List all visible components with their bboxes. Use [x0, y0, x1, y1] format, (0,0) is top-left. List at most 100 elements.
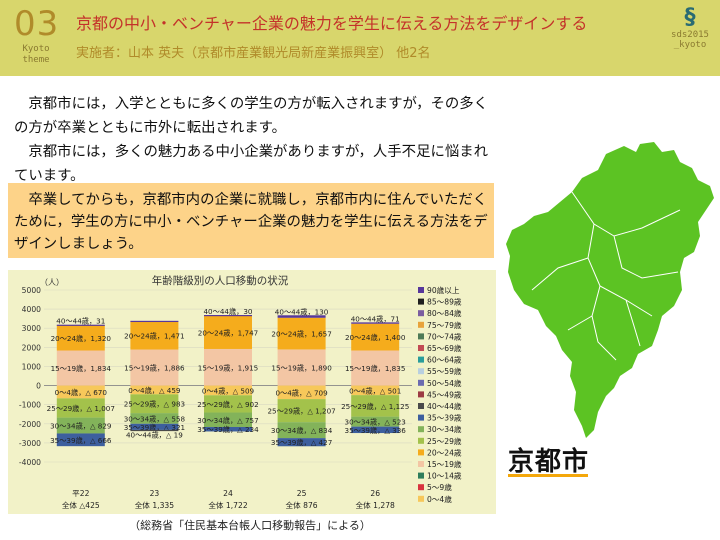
legend-swatch [418, 449, 424, 456]
bar-segment [351, 385, 400, 396]
data-label: 35～39歳，△ 336 [345, 426, 407, 435]
legend-swatch [418, 472, 424, 479]
data-label: 25～29歳，△ 1,007 [47, 404, 115, 413]
legend-swatch [418, 461, 424, 467]
x-tick-label: 25 [297, 489, 307, 498]
total-label: 全体 1,335 [135, 500, 175, 510]
data-label: 20～24歳，1,747 [198, 328, 258, 337]
data-label: 15～19歳，1,915 [198, 363, 258, 372]
map-label-underline [508, 474, 588, 477]
legend-label: 40～44歳 [427, 401, 462, 411]
bar-segment [277, 315, 326, 318]
author-line: 実施者：山本 英夫（京都市産業観光局新産業振興室） 他2名 [76, 46, 431, 61]
legend-label: 35～39歳 [427, 413, 462, 423]
data-label: 40～44歳，31 [56, 317, 105, 326]
legend-swatch [418, 333, 424, 340]
bar-segment [277, 399, 326, 423]
legend-label: 15～19歳 [427, 459, 462, 469]
data-label: 20～24歳，1,400 [345, 333, 406, 342]
bar-segment [130, 413, 179, 424]
data-label: 30～34歳，△ 829 [50, 422, 112, 431]
bar-segment [56, 433, 105, 447]
legend-swatch [418, 287, 424, 293]
sds-logo: § sds2015 _kyoto [668, 6, 712, 51]
data-label: 35～39歳，△ 427 [271, 438, 332, 447]
bar-segment [56, 350, 105, 386]
data-label: 40～44歳，30 [203, 307, 252, 316]
legend-swatch [418, 391, 424, 398]
legend-label: 5～9歳 [427, 482, 452, 492]
data-label: 25～29歳，△ 1,207 [267, 407, 335, 416]
theme-caption: Kyoto theme [14, 44, 58, 66]
chart-panel: 年齢階級別の人口移動の状況 （人） 5000 4000 3000 2000 1000 0 -10… [8, 270, 496, 514]
bar-segment [204, 426, 252, 432]
bar-segment [351, 395, 400, 417]
bar-segment [204, 412, 252, 427]
bar-segment [56, 398, 105, 418]
data-label: 40～44歳，△ 19 [126, 430, 183, 439]
y-tick-label: 5000 [22, 286, 41, 295]
bar-segment [351, 350, 400, 386]
y-tick-label: 0 [36, 382, 41, 391]
legend-label: 60～64歳 [427, 355, 462, 365]
bar-segment [351, 426, 400, 434]
data-label: 20～24歳，1,657 [271, 330, 331, 339]
y-tick-label: -2000 [19, 420, 41, 429]
legend-swatch [418, 345, 424, 351]
map-label: 京都市 [508, 447, 590, 477]
legend-swatch [418, 379, 424, 386]
legend-swatch [418, 426, 424, 433]
legend-label: 75～79歳 [427, 320, 462, 330]
bar-segment [56, 324, 105, 326]
legend-label: 85～89歳 [427, 297, 462, 307]
data-label: 30～34歳，△ 757 [197, 416, 258, 425]
y-tick-label: 4000 [22, 305, 41, 314]
bar-segment [130, 321, 179, 350]
data-label: 35～39歳，△ 666 [50, 436, 112, 445]
legend-label: 45～49歳 [427, 389, 462, 399]
data-label: 20～24歳，1,471 [124, 331, 184, 340]
data-label: 20～24歳，1,320 [51, 334, 112, 343]
total-label: 全体 876 [286, 500, 318, 510]
data-label: 15～19歳，1,890 [271, 363, 332, 372]
migration-chart: 年齢階級別の人口移動の状況 （人）5000 4000 3000 2000 1000 0 -10… [19, 274, 462, 510]
bar-segment [130, 394, 179, 414]
data-label: 25～29歳，△ 983 [124, 400, 185, 409]
legend-swatch [418, 356, 424, 363]
callout-text: 卒業してからも，京都市内の企業に就職し，京都市内に住んでいただくために，学生の方… [14, 192, 488, 252]
data-label: 35～39歳，△ 234 [197, 425, 259, 434]
bar-segment [277, 317, 326, 350]
chart-title: 年齢階級別の人口移動の状況 [152, 274, 289, 287]
y-axis-unit: （人） [40, 278, 64, 287]
legend-label: 20～24歳 [427, 447, 462, 457]
bar-segment [56, 325, 105, 351]
source-note: （総務省「住民基本台帳人口移動報告」による） [129, 519, 371, 532]
intro-paragraph-2: 京都市には，多くの魅力ある中小企業がありますが，人手不足に悩まれています。 [14, 144, 489, 184]
legend-label: 10～14歳 [427, 471, 462, 481]
total-label: 全体 1,278 [356, 500, 396, 510]
bar-segment [204, 395, 252, 413]
data-label: 0～4歳，△ 709 [275, 388, 328, 397]
data-label: 40～44歳，71 [351, 314, 400, 323]
bar-segment [130, 320, 179, 323]
intro-paragraph-1: 京都市には，入学とともに多くの学生の方が転入されますが，その多くの方が卒業ととも… [14, 96, 489, 136]
legend-swatch [418, 414, 424, 421]
legend-swatch [418, 495, 424, 502]
bar-segment [56, 417, 105, 434]
y-tick-label: -4000 [19, 458, 41, 467]
data-label: 30～34歳，△ 834 [271, 426, 333, 435]
data-label: 35～39歳，△ 321 [124, 423, 185, 432]
bar-segment [351, 416, 400, 427]
bar-segment [351, 323, 400, 351]
data-label: 40～44歳，130 [275, 307, 329, 316]
bar-segment [130, 423, 179, 430]
bar-segment [56, 385, 105, 399]
intro-text: 京都市には，入学とともに多くの学生の方が転入されますが，その多くの方が卒業ととも… [14, 92, 490, 188]
legend-swatch [418, 437, 424, 444]
legend-swatch [418, 310, 424, 317]
bar-segment [204, 348, 252, 386]
legend-label: 0～4歳 [427, 494, 452, 504]
y-tick-label: 2000 [22, 343, 41, 352]
bar-segment [351, 322, 400, 324]
legend-label: 70～74歳 [427, 331, 462, 341]
